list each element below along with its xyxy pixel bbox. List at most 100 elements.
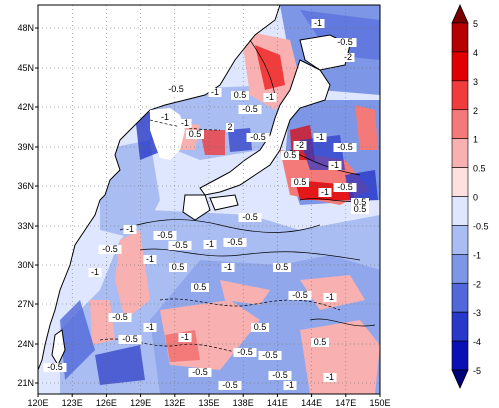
colorbar-min-arrow <box>451 369 469 389</box>
contour-label: 2 <box>227 122 232 132</box>
contour-lines <box>99 39 376 357</box>
colorbar-swatch <box>451 80 469 111</box>
colorbar-label: -5 <box>473 366 481 376</box>
contour-label: 0.5 <box>194 282 207 292</box>
colorbar-label: -2 <box>473 279 481 289</box>
lon-tick-label: 126E <box>96 398 117 408</box>
lat-tick-label: 24N <box>17 339 34 349</box>
contour-label: -1 <box>286 380 294 390</box>
contour-label: 0.5 <box>354 197 367 207</box>
lat-tick-label: 45N <box>17 63 34 73</box>
contour-label: 0.5 <box>254 322 267 332</box>
colorbar-label: 3 <box>473 77 478 87</box>
contour-label: -0.5 <box>168 84 184 94</box>
contour-label: -1 <box>316 132 324 142</box>
contour-label: -0.5 <box>157 230 173 240</box>
contour-label: -1 <box>161 112 169 122</box>
contour-label: 0.5 <box>314 337 327 347</box>
lon-tick-label: 123E <box>62 398 83 408</box>
contour-label: -0.5 <box>102 244 118 254</box>
colorbar-swatch <box>451 22 469 53</box>
contour-label: 0.5 <box>172 262 185 272</box>
colorbar-swatch <box>451 340 469 371</box>
lon-tick-label: 129E <box>130 398 151 408</box>
contour-label: -0.5 <box>47 362 63 372</box>
contour-label: -1 <box>266 92 274 102</box>
contour-label: 0.5 <box>276 262 289 272</box>
colorbar-swatch <box>451 138 469 168</box>
lon-tick-label: 135E <box>198 398 219 408</box>
latitude-ticks: 48N 45N 42N 39N 36N 33N 30N 27N 24N 21N <box>17 23 38 388</box>
contour-label: -1 <box>146 254 154 264</box>
contour-label: -0.5 <box>337 142 353 152</box>
lon-tick-label: 150E <box>369 398 390 408</box>
colorbar-label: -4 <box>473 337 481 347</box>
colorbar: 5 4 3 2 1 0.5 0 -0.5 -1 -2 -3 -4 -5 <box>451 4 489 389</box>
colorbar-swatch <box>451 225 469 255</box>
lat-tick-label: 36N <box>17 181 34 191</box>
lat-tick-label: 27N <box>17 299 34 309</box>
contour-label: -1 <box>181 332 189 342</box>
contour-label: -1 <box>314 18 322 28</box>
contour-label: -0.5 <box>237 347 253 357</box>
lon-tick-label: 141E <box>267 398 288 408</box>
lat-tick-label: 21N <box>17 378 34 388</box>
lon-tick-label: 120E <box>27 398 48 408</box>
colorbar-label: -3 <box>473 308 481 318</box>
lat-tick-label: 33N <box>17 221 34 231</box>
lat-tick-label: 42N <box>17 102 34 112</box>
contour-label: -0.5 <box>172 240 188 250</box>
contour-label: -1 <box>224 262 232 272</box>
contour-label: 0.5 <box>234 90 247 100</box>
colorbar-max-arrow <box>451 4 469 24</box>
contour-label: -1 <box>206 239 214 249</box>
contour-label: -0.5 <box>222 380 238 390</box>
contour-label: 0.5 <box>354 204 367 214</box>
contour-label: -1 <box>146 322 154 332</box>
graticule <box>37 5 381 394</box>
colorbar-label: 2 <box>473 106 478 116</box>
contour-label: -0.5 <box>262 350 278 360</box>
colorbar-swatch <box>451 311 469 342</box>
colorbar-swatch <box>451 282 469 313</box>
contour-label: -0.5 <box>227 237 243 247</box>
contour-label: -0.5 <box>242 212 258 222</box>
lon-tick-label: 144E <box>301 398 322 408</box>
colorbar-swatch <box>451 167 469 197</box>
contour-label: -0.5 <box>292 290 308 300</box>
colorbar-label: 0 <box>473 193 478 203</box>
lon-tick-label: 147E <box>335 398 356 408</box>
contour-label: -0.5 <box>272 370 288 380</box>
lon-tick-label: 138E <box>233 398 254 408</box>
contour-label: -1 <box>326 292 334 302</box>
lon-tick-label: 132E <box>164 398 185 408</box>
contour-label: -0.5 <box>122 334 138 344</box>
contour-label: -0.5 <box>337 182 353 192</box>
lat-tick-label: 39N <box>17 142 34 152</box>
contour-label: -0.5 <box>337 37 353 47</box>
contour-label: -2 <box>296 140 304 150</box>
contour-label: 0.5 <box>284 150 297 160</box>
colorbar-label: -0.5 <box>473 221 489 231</box>
contour-label: -0.5 <box>250 132 266 142</box>
contour-label: -1 <box>326 372 334 382</box>
contour-label: -0.5 <box>192 367 208 377</box>
lat-tick-label: 48N <box>17 23 34 33</box>
colorbar-label: 4 <box>473 48 478 58</box>
colorbar-label: 0.5 <box>473 164 486 174</box>
lat-tick-label: 30N <box>17 260 34 270</box>
colorbar-swatch <box>451 51 469 82</box>
contour-label: -1 <box>91 267 99 277</box>
contour-label: -1 <box>321 187 329 197</box>
contour-labels: -1-2-0.5-0.5 -1 0.5 -1-0.5-1-1 20.5 -0.5-20.5… <box>43 18 369 390</box>
contour-label: -1 <box>331 160 339 170</box>
contour-label: -0.5 <box>112 312 128 322</box>
colorbar-label: 1 <box>473 135 478 145</box>
contour-label: -0.5 <box>242 104 258 114</box>
colorbar-swatch <box>451 109 469 139</box>
colorbar-swatch <box>451 196 469 226</box>
contour-label: -1 <box>126 224 134 234</box>
longitude-ticks: 120E 123E 126E 129E 132E 135E 138E 141E 144E 147E… <box>27 394 391 408</box>
colorbar-label: -1 <box>473 250 481 260</box>
